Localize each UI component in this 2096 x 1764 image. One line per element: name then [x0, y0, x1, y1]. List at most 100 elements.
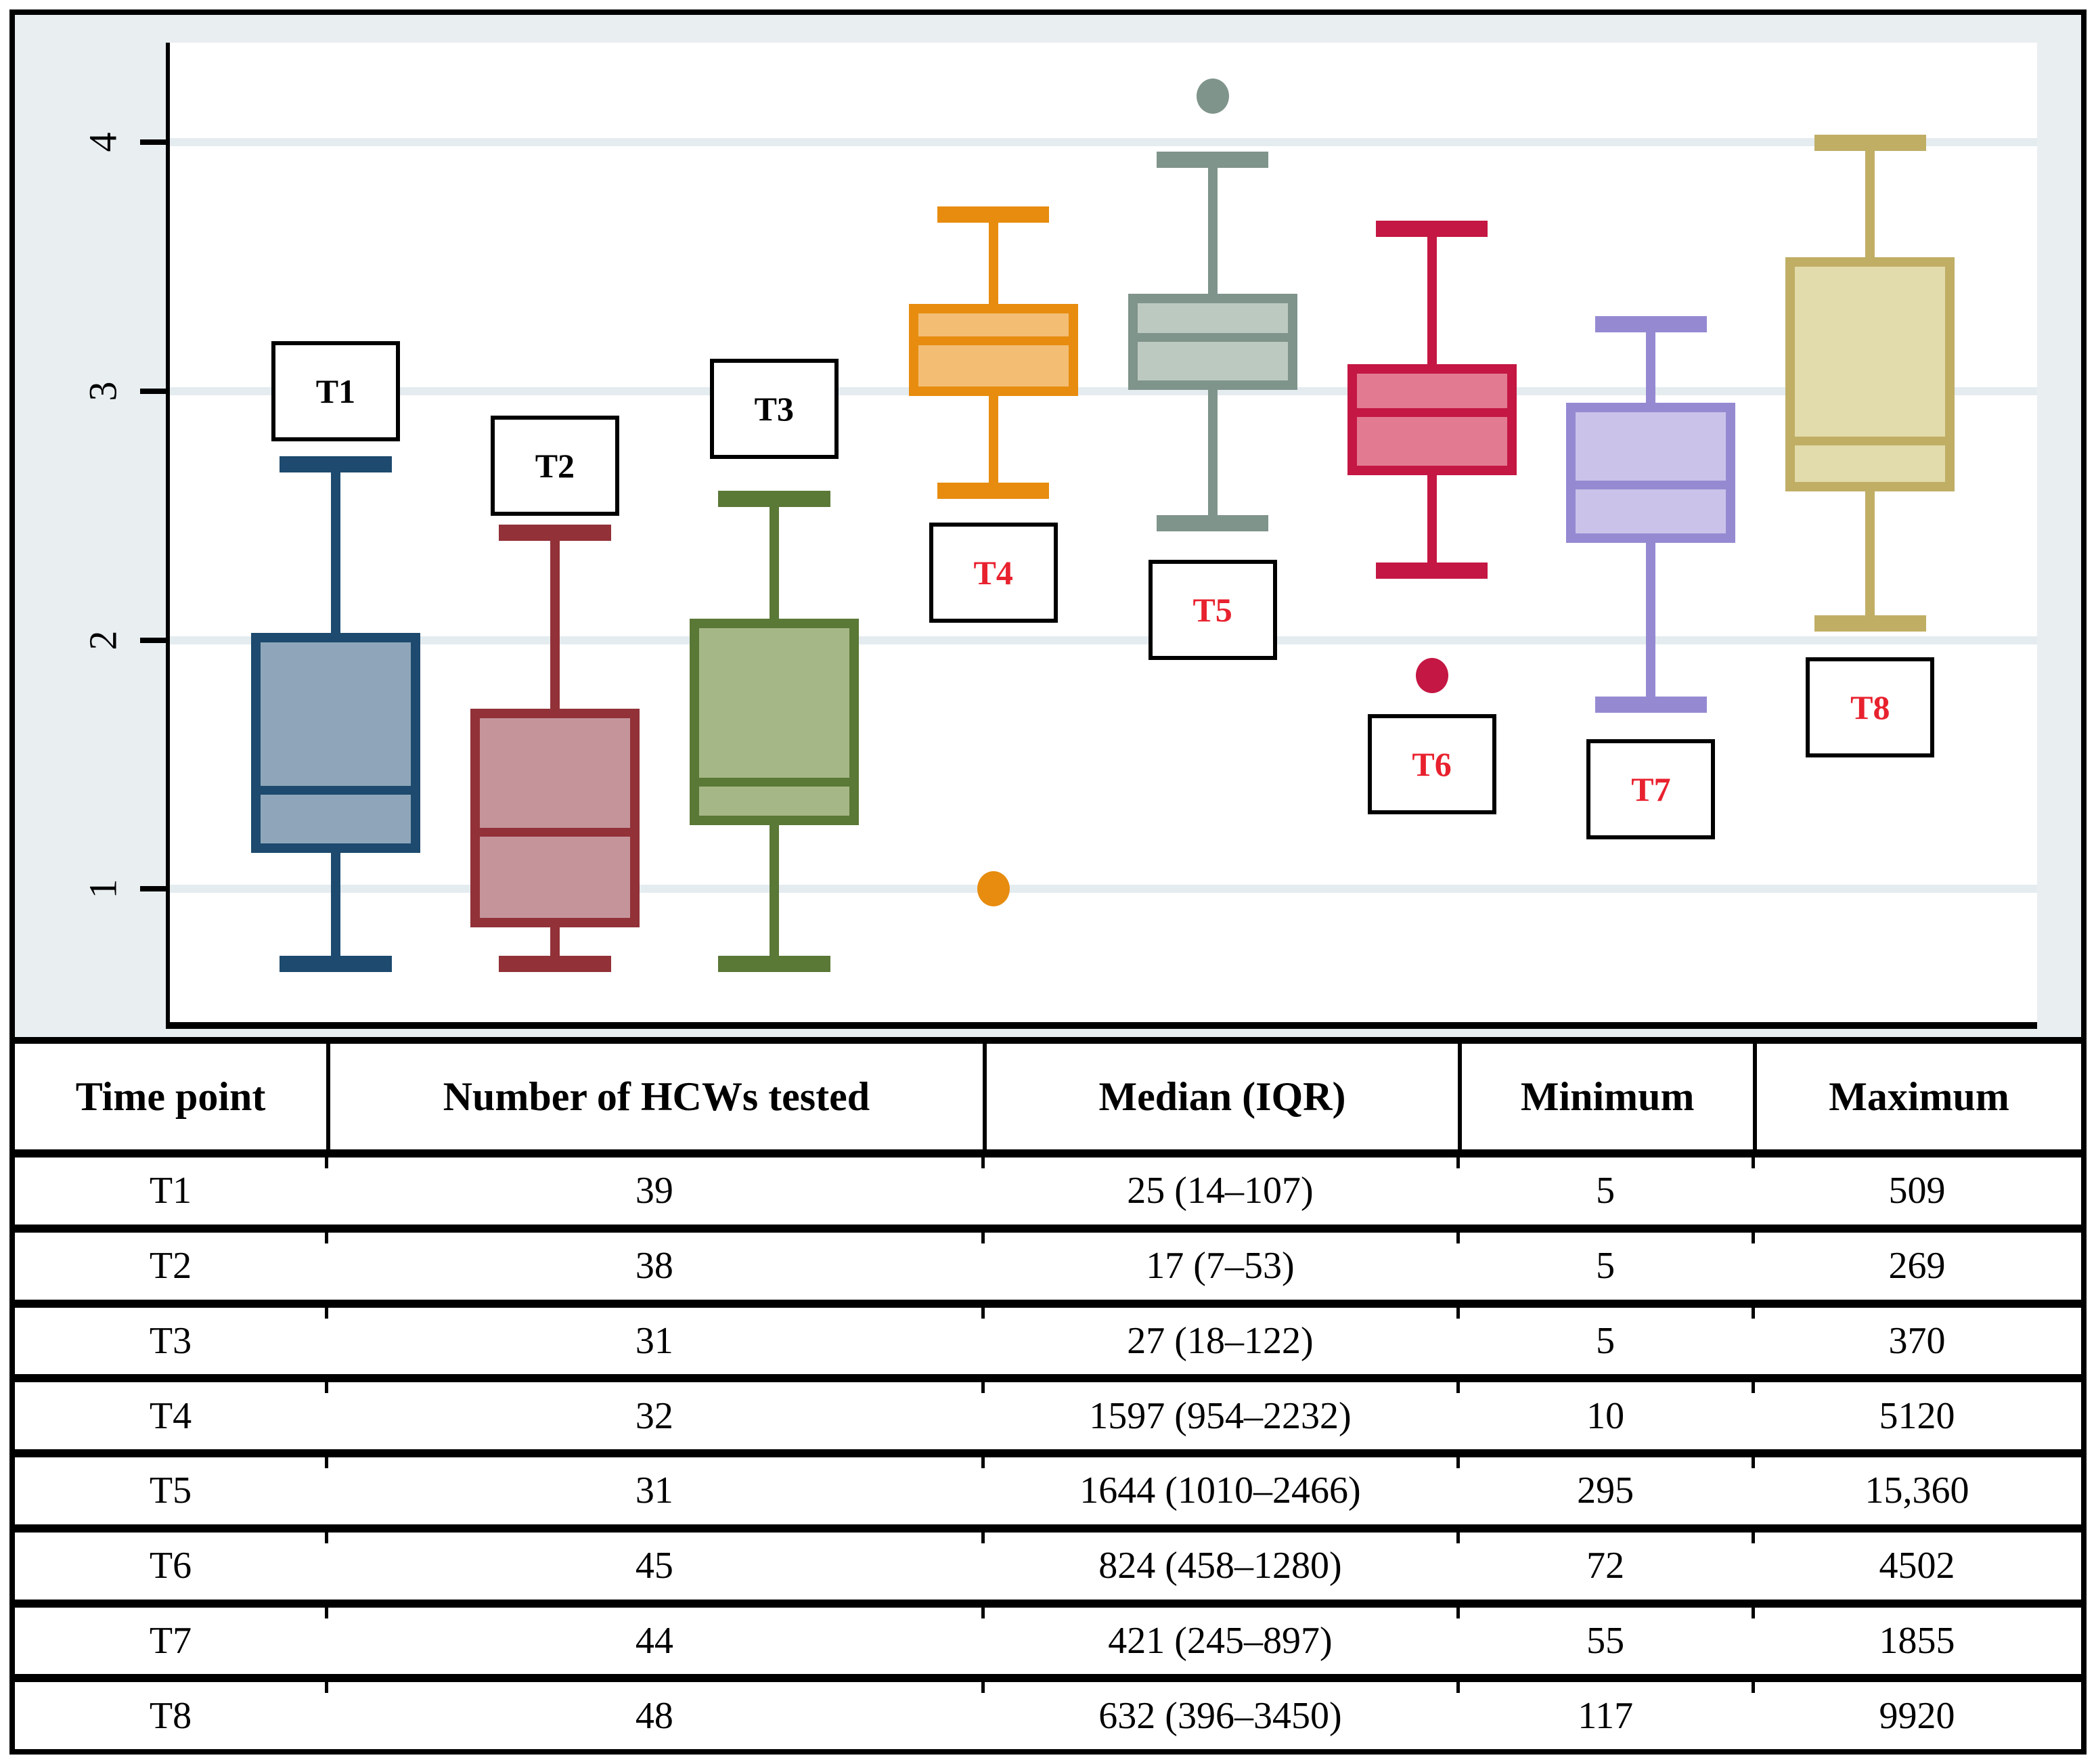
whisker-lower [550, 927, 560, 964]
table-cell: 5 [1596, 1319, 1615, 1362]
table-cell: 17 (7–53) [1146, 1245, 1295, 1287]
table-cell: 31 [635, 1470, 673, 1512]
whisker-cap-upper [499, 525, 611, 542]
table-cell: 27 (18–122) [1127, 1319, 1314, 1362]
box [1347, 364, 1517, 476]
table-cell: T1 [149, 1170, 192, 1212]
table-cell: 4502 [1879, 1545, 1955, 1587]
median-line [1566, 481, 1736, 490]
table-cell: T7 [149, 1619, 192, 1662]
column-tick [1752, 1232, 1756, 1243]
table-cell: T8 [149, 1694, 192, 1737]
column-tick [1752, 1157, 1756, 1168]
chart-area: T1 T2 T3 T4 T5 T6 T7 T8 1 2 3 4 [15, 15, 2081, 1037]
whisker-cap-lower [1375, 562, 1488, 579]
column-tick [1752, 1682, 1756, 1694]
header-cell-number-tested: Number of HCWs tested [326, 1044, 983, 1149]
box [470, 709, 640, 928]
whisker-cap-upper [1595, 316, 1708, 333]
series-label-T8: T8 [1806, 657, 1935, 757]
column-tick [981, 1457, 985, 1468]
whisker-cap-upper [1375, 220, 1488, 237]
stats-table: Time point Number of HCWs tested Median … [15, 1037, 2081, 1749]
series-label-T4: T4 [929, 523, 1058, 623]
table-cell: 31 [635, 1319, 673, 1362]
table-cell: T4 [149, 1394, 192, 1437]
whisker-lower [1865, 491, 1875, 623]
table-cell: 72 [1586, 1545, 1625, 1587]
header-cell-maximum: Maximum [1753, 1044, 2081, 1149]
y-tick-label: 4 [81, 132, 125, 152]
whisker-cap-upper [1814, 135, 1927, 152]
whisker-cap-lower [937, 482, 1050, 499]
table-row: T3 31 27 (18–122) 5 370 [15, 1299, 2081, 1375]
column-tick [1456, 1382, 1460, 1394]
y-tick [140, 637, 166, 643]
column-tick [1456, 1307, 1460, 1319]
whisker-lower [1646, 543, 1656, 705]
boxplot-T1: T1 [170, 43, 2037, 1022]
table-row: T2 38 17 (7–53) 5 269 [15, 1224, 2081, 1300]
gridline [170, 387, 2037, 395]
table-row: T6 45 824 (458–1280) 72 4502 [15, 1524, 2081, 1600]
series-label-T5: T5 [1148, 560, 1277, 661]
whisker-upper [1207, 159, 1218, 294]
series-label-T1: T1 [271, 340, 400, 441]
boxplot-T3: T3 [170, 43, 2037, 1022]
table-cell: 39 [635, 1170, 673, 1212]
table-cell: 421 (245–897) [1108, 1619, 1333, 1662]
series-label-T6: T6 [1367, 714, 1496, 815]
table-cell: 9920 [1879, 1694, 1955, 1737]
table-cell: 509 [1888, 1170, 1946, 1212]
y-tick [140, 139, 166, 146]
whisker-cap-upper [718, 490, 830, 507]
median-line [1347, 407, 1517, 417]
whisker-lower [1427, 475, 1437, 571]
whisker-cap-lower [280, 955, 392, 972]
table-cell: 5 [1596, 1245, 1615, 1287]
figure-frame: T1 T2 T3 T4 T5 T6 T7 T8 1 2 3 4 Time point Number … [9, 9, 2087, 1755]
whisker-cap-lower [1814, 615, 1927, 632]
header-cell-median-iqr: Median (IQR) [982, 1044, 1458, 1149]
gridline [170, 636, 2037, 644]
series-label-T7: T7 [1586, 739, 1716, 840]
table-cell: 1597 (954–2232) [1089, 1394, 1352, 1437]
outlier-dot [977, 871, 1010, 907]
column-tick [981, 1607, 985, 1618]
whisker-cap-lower [1595, 697, 1708, 713]
median-line [689, 777, 859, 787]
whisker-upper [988, 215, 998, 305]
column-tick [1752, 1382, 1756, 1394]
boxplot-T5: T5 [170, 43, 2037, 1022]
column-tick [325, 1457, 329, 1468]
whisker-upper [1427, 228, 1437, 365]
column-tick [1456, 1682, 1460, 1694]
header-cell-timepoint: Time point [75, 1074, 266, 1119]
whisker-cap-upper [280, 456, 392, 472]
header-cell-minimum: Minimum [1458, 1044, 1753, 1149]
whisker-cap-lower [718, 955, 830, 972]
column-tick [981, 1307, 985, 1319]
table-cell: 5120 [1879, 1394, 1955, 1437]
table-cell: 55 [1586, 1619, 1625, 1662]
median-line [1128, 333, 1297, 343]
table-cell: 1644 (1010–2466) [1079, 1470, 1361, 1512]
table-cell: T6 [149, 1545, 192, 1587]
table-cell: 117 [1578, 1694, 1634, 1737]
column-tick [1456, 1532, 1460, 1543]
table-row: T1 39 25 (14–107) 5 509 [15, 1149, 2081, 1225]
table-cell: 32 [635, 1394, 673, 1437]
table-cell: 5 [1596, 1170, 1615, 1212]
box [689, 618, 859, 826]
column-tick [325, 1307, 329, 1319]
table-cell: 370 [1888, 1319, 1946, 1362]
table-row: T8 48 632 (396–3450) 117 9920 [15, 1674, 2081, 1749]
median-line [908, 336, 1078, 346]
table-cell: T3 [149, 1319, 192, 1362]
column-tick [1752, 1532, 1756, 1543]
y-tick-label: 1 [81, 879, 125, 899]
table-body: T1 39 25 (14–107) 5 509 T2 38 17 (7–53) 5 269 T3 31… [15, 1149, 2081, 1749]
boxplot-T6: T6 [170, 43, 2037, 1022]
boxplot-T8: T8 [170, 43, 2037, 1022]
column-tick [325, 1232, 329, 1243]
